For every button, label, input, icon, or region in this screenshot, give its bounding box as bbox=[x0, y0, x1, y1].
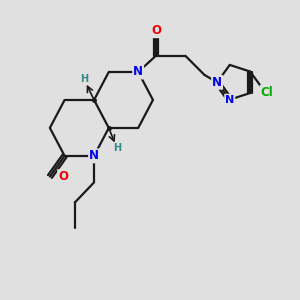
Text: O: O bbox=[58, 170, 68, 183]
Text: O: O bbox=[151, 24, 161, 37]
Text: Cl: Cl bbox=[261, 86, 273, 99]
Text: N: N bbox=[89, 149, 99, 162]
Text: N: N bbox=[212, 76, 222, 89]
Text: H: H bbox=[113, 143, 121, 153]
Text: H: H bbox=[80, 74, 88, 84]
Text: N: N bbox=[133, 65, 143, 79]
Text: N: N bbox=[225, 94, 234, 105]
